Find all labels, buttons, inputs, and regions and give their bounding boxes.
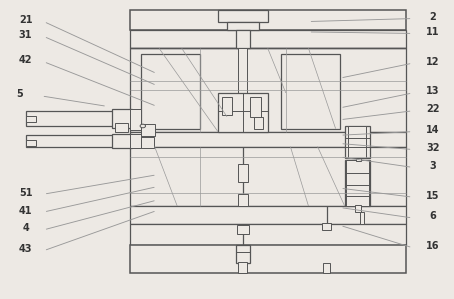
Bar [25,140,35,146]
Bar [141,54,200,129]
Text: 15: 15 [426,191,439,201]
Bar [345,126,370,158]
Bar [322,223,331,230]
Bar [238,164,248,182]
Bar [130,109,141,130]
Bar [237,225,249,234]
Text: 14: 14 [426,125,439,135]
Bar [112,134,132,148]
Bar [130,206,406,224]
Bar [130,134,141,148]
Bar [132,123,141,128]
Text: 11: 11 [426,27,439,37]
Bar [356,158,361,161]
Bar [112,109,132,128]
Bar [345,160,369,206]
Text: 32: 32 [426,143,439,153]
Bar [360,212,364,224]
Bar [130,132,406,147]
Bar [238,262,247,273]
Bar [25,116,35,122]
Bar [355,205,360,212]
Text: 3: 3 [429,161,436,171]
Text: 5: 5 [16,89,23,100]
Text: 13: 13 [426,86,439,97]
Bar [254,117,263,129]
Text: 4: 4 [22,223,29,233]
Text: 41: 41 [19,205,32,216]
Bar [130,224,406,245]
Bar [227,22,259,30]
Bar [238,194,248,206]
Text: 2: 2 [429,12,436,22]
Text: 43: 43 [19,244,32,254]
Text: 31: 31 [19,30,32,40]
Bar [130,30,406,48]
Bar [141,137,153,148]
Bar [236,30,250,48]
Bar [345,160,370,206]
Bar [218,10,268,22]
Text: 42: 42 [19,55,32,65]
Text: 16: 16 [426,241,439,251]
Bar [141,124,154,136]
Bar [25,135,130,147]
Bar [238,48,247,132]
Bar [130,245,406,273]
Bar [130,48,406,132]
Text: 22: 22 [426,104,439,114]
Bar [115,123,128,132]
Bar [348,126,366,158]
Bar [281,54,340,129]
Text: 12: 12 [426,57,439,67]
Text: 6: 6 [429,211,436,222]
Text: 51: 51 [19,188,32,198]
Bar [130,10,406,30]
Bar [218,93,268,132]
Bar [236,245,250,263]
Bar [222,97,232,115]
Bar [25,112,130,126]
Bar [130,147,406,206]
Bar [250,97,261,117]
Text: 21: 21 [19,15,32,25]
Bar [323,263,330,273]
Circle shape [140,124,146,128]
